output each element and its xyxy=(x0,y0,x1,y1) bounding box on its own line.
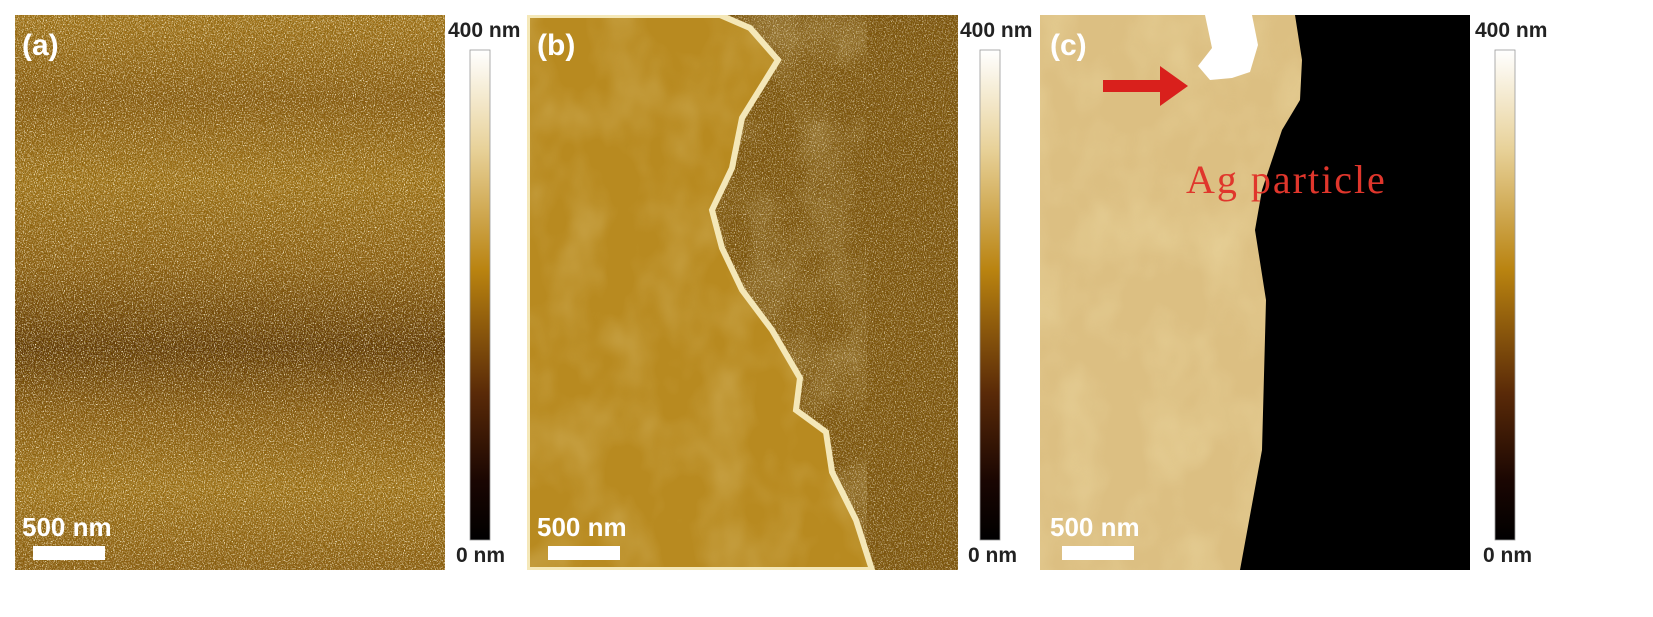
panel-label: (b) xyxy=(537,29,575,62)
panel-label: (a) xyxy=(22,29,59,62)
scale-bar-label: 500 nm xyxy=(537,512,627,542)
panel-label: (c) xyxy=(1050,29,1087,62)
colorbar-min: 0 nm xyxy=(1483,544,1532,567)
colorbar-min: 0 nm xyxy=(968,544,1017,567)
scale-bar xyxy=(548,546,620,560)
scale-bar xyxy=(33,546,105,560)
colorbar xyxy=(979,49,1001,541)
annotation: Ag particle xyxy=(1186,157,1387,202)
colorbar-max: 400 nm xyxy=(1475,19,1547,42)
afm-image xyxy=(1040,15,1470,570)
scale-bar xyxy=(1062,546,1134,560)
colorbar-min: 0 nm xyxy=(456,544,505,567)
scale-bar-label: 500 nm xyxy=(1050,512,1140,542)
colorbar-max: 400 nm xyxy=(960,19,1032,42)
afm-image xyxy=(527,15,958,570)
colorbar xyxy=(1494,49,1516,541)
arrow xyxy=(1103,66,1188,106)
scale-bar-label: 500 nm xyxy=(22,512,112,542)
colorbar-max: 400 nm xyxy=(448,19,520,42)
afm-image xyxy=(15,15,445,570)
colorbar xyxy=(469,49,491,541)
